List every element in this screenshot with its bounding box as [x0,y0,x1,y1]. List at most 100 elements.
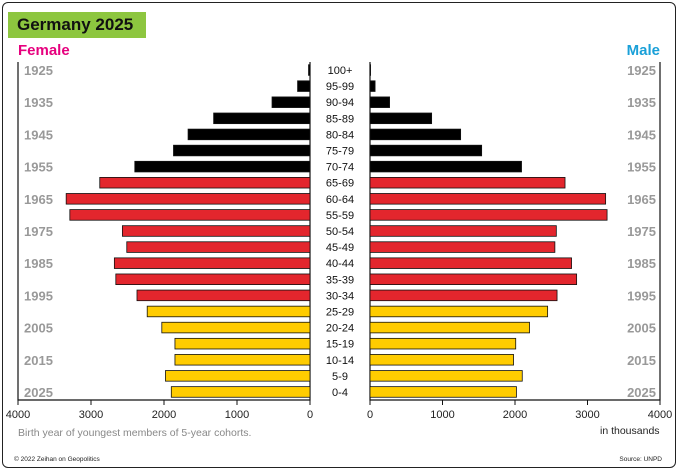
age-group-label: 40-44 [326,258,354,270]
birth-year-label: 1935 [24,95,53,110]
birth-year-label: 1975 [24,224,53,239]
male-bar [369,112,433,125]
x-tick-label: 3000 [575,409,599,421]
age-group-label: 80-84 [326,129,354,141]
birth-year-label: 1995 [627,288,656,303]
female-bar [174,354,311,366]
male-bar [369,64,371,76]
age-group-label: 85-89 [326,113,354,125]
female-bar [174,337,311,350]
male-bar [369,225,557,237]
female-bar [115,273,311,285]
x-tick-label: 3000 [79,409,103,421]
male-bar [369,80,376,92]
male-bar [369,160,522,173]
male-bar [369,386,517,398]
female-bar [65,193,311,205]
birth-year-label: 1945 [627,127,656,142]
male-bar [369,370,523,382]
female-bar [308,64,311,76]
female-bar [121,225,311,237]
birth-year-label: 1945 [24,127,53,142]
female-bar [170,386,311,398]
female-bar [113,257,311,269]
male-bar [369,177,566,189]
x-tick-label: 4000 [648,409,672,421]
age-group-label: 5-9 [332,371,348,383]
birth-year-label: 2015 [24,353,53,368]
male-bar [369,96,390,108]
age-group-label: 35-39 [326,274,354,286]
female-bar [99,177,311,189]
female-bar [134,160,311,173]
male-bar [369,305,549,318]
age-group-label: 70-74 [326,162,354,174]
birth-year-label: 1925 [24,63,53,78]
male-bar [369,337,517,350]
age-group-label: 0-4 [332,387,348,399]
male-bar [369,209,608,221]
birth-year-label: 1965 [627,192,656,207]
female-bar [136,289,311,302]
x-tick-label: 4000 [6,409,30,421]
female-label: Female [18,42,70,59]
female-bar [297,80,311,92]
x-tick-label: 1000 [225,409,249,421]
birth-year-label: 1935 [627,95,656,110]
female-bar [126,241,311,253]
female-bar [161,321,311,334]
male-bar [369,193,607,205]
birth-year-label: 1975 [627,224,656,239]
x-tick-label: 2000 [152,409,176,421]
x-tick-label: 0 [307,409,313,421]
female-bar [69,209,311,221]
female-bar [165,370,311,382]
birth-year-label: 1985 [627,256,656,271]
male-bar [369,321,530,334]
age-group-label: 75-79 [326,146,354,158]
female-bar [173,144,311,157]
x-tick-label: 2000 [503,409,527,421]
female-bar [213,112,311,125]
age-group-label: 30-34 [326,290,354,302]
birth-year-label: 1955 [24,160,53,175]
age-group-label: 90-94 [326,97,354,109]
age-group-label: 100+ [328,65,353,77]
birth-year-label: 1985 [24,256,53,271]
birth-year-label: 2005 [627,321,656,336]
birth-year-label: 1965 [24,192,53,207]
age-group-label: 10-14 [326,355,354,367]
birth-year-label: 2025 [627,385,656,400]
age-group-label: 55-59 [326,210,354,222]
chart-frame [2,2,676,468]
male-bar [369,289,558,302]
female-bar [187,128,311,141]
x-tick-label: 1000 [430,409,454,421]
birth-year-label: 2005 [24,321,53,336]
chart-title: Germany 2025 [8,12,146,38]
copyright-text: © 2022 Zeihan on Geopolitics [14,456,100,463]
male-bar [369,128,462,141]
age-group-label: 45-49 [326,242,354,254]
age-group-label: 95-99 [326,81,354,93]
axis-unit-label: in thousands [600,425,660,437]
age-group-label: 50-54 [326,226,354,238]
male-bar [369,241,556,253]
age-group-label: 25-29 [326,306,354,318]
birth-year-label: 1955 [627,160,656,175]
female-bar [146,305,311,318]
birth-year-label: 2025 [24,385,53,400]
age-group-label: 20-24 [326,323,354,335]
male-bar [369,144,483,157]
birth-year-label: 1925 [627,63,656,78]
birth-year-label: 1995 [24,288,53,303]
male-bar [369,257,572,269]
axis-note: Birth year of youngest members of 5-year… [18,427,252,439]
age-group-label: 15-19 [326,339,354,351]
female-bar [271,96,311,108]
source-text: Source: UNPD [619,456,662,463]
male-bar [369,354,514,366]
male-label: Male [626,42,660,59]
age-group-label: 65-69 [326,178,354,190]
male-bar [369,273,578,285]
